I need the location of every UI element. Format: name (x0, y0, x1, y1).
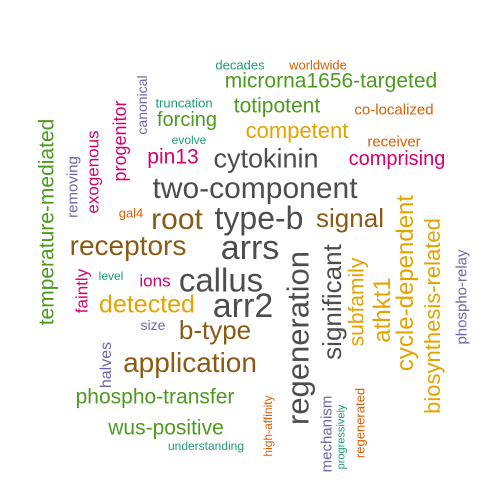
word-microrna1656-targeted: microrna1656-targeted (224, 69, 438, 93)
word-removing: removing (64, 156, 82, 218)
word-canonical: canonical (134, 75, 150, 135)
word-level: level (98, 269, 124, 283)
word-arrs: arrs (220, 229, 280, 267)
word-phospho-transfer: phospho-transfer (75, 385, 235, 409)
word-callus: callus (178, 261, 264, 299)
word-cytokinin: cytokinin (213, 143, 319, 174)
word-type-b: type-b (214, 200, 304, 236)
word-receptors: receptors (69, 230, 187, 261)
word-pin13: pin13 (147, 145, 199, 169)
word-arr2: arr2 (212, 287, 274, 325)
word-signal: signal (316, 203, 384, 233)
word-gal4: gal4 (118, 205, 144, 221)
word-totipotent: totipotent (233, 94, 321, 118)
word-ions: ions (139, 271, 171, 291)
word-b-type: b-type (178, 315, 252, 345)
word-size: size (140, 317, 166, 333)
word-temperature-mediated: temperature-mediated (35, 118, 59, 326)
word-forcing: forcing (156, 109, 218, 131)
word-evolve: evolve (171, 133, 207, 147)
word-halves: halves (98, 341, 115, 389)
word-application: application (123, 347, 257, 378)
word-co-localized: co-localized (354, 101, 434, 119)
word-regeneration: regeneration (280, 250, 316, 426)
word-worldwide: worldwide (289, 57, 347, 73)
word-cycle-dependent: cycle-dependent (392, 194, 419, 372)
word-comprising: comprising (348, 148, 446, 170)
word-detected: detected (99, 290, 195, 319)
word-biosynthesis-related: biosynthesis-related (420, 218, 445, 414)
word-mechanism: mechanism (318, 395, 336, 473)
word-root: root (151, 203, 203, 236)
word-understanding: understanding (167, 439, 245, 453)
word-subfamily: subfamily (345, 257, 369, 347)
word-regenerated: regenerated (352, 387, 368, 459)
word-significant: significant (317, 244, 347, 360)
word-high-affinity: high-affinity (261, 395, 275, 457)
word-exogenous: exogenous (83, 130, 103, 214)
word-wus-positive: wus-positive (108, 416, 224, 440)
word-truncation: truncation (155, 95, 213, 111)
word-progenitor: progenitor (110, 100, 130, 182)
word-competent: competent (245, 118, 349, 143)
word-phospho-relay: phospho-relay (453, 249, 471, 345)
word-two-component: two-component (152, 172, 358, 205)
word-receiver: receiver (367, 133, 421, 151)
word-progressively: progressively (335, 404, 348, 470)
word-decades: decades (215, 57, 265, 73)
word-faintly: faintly (72, 268, 92, 314)
